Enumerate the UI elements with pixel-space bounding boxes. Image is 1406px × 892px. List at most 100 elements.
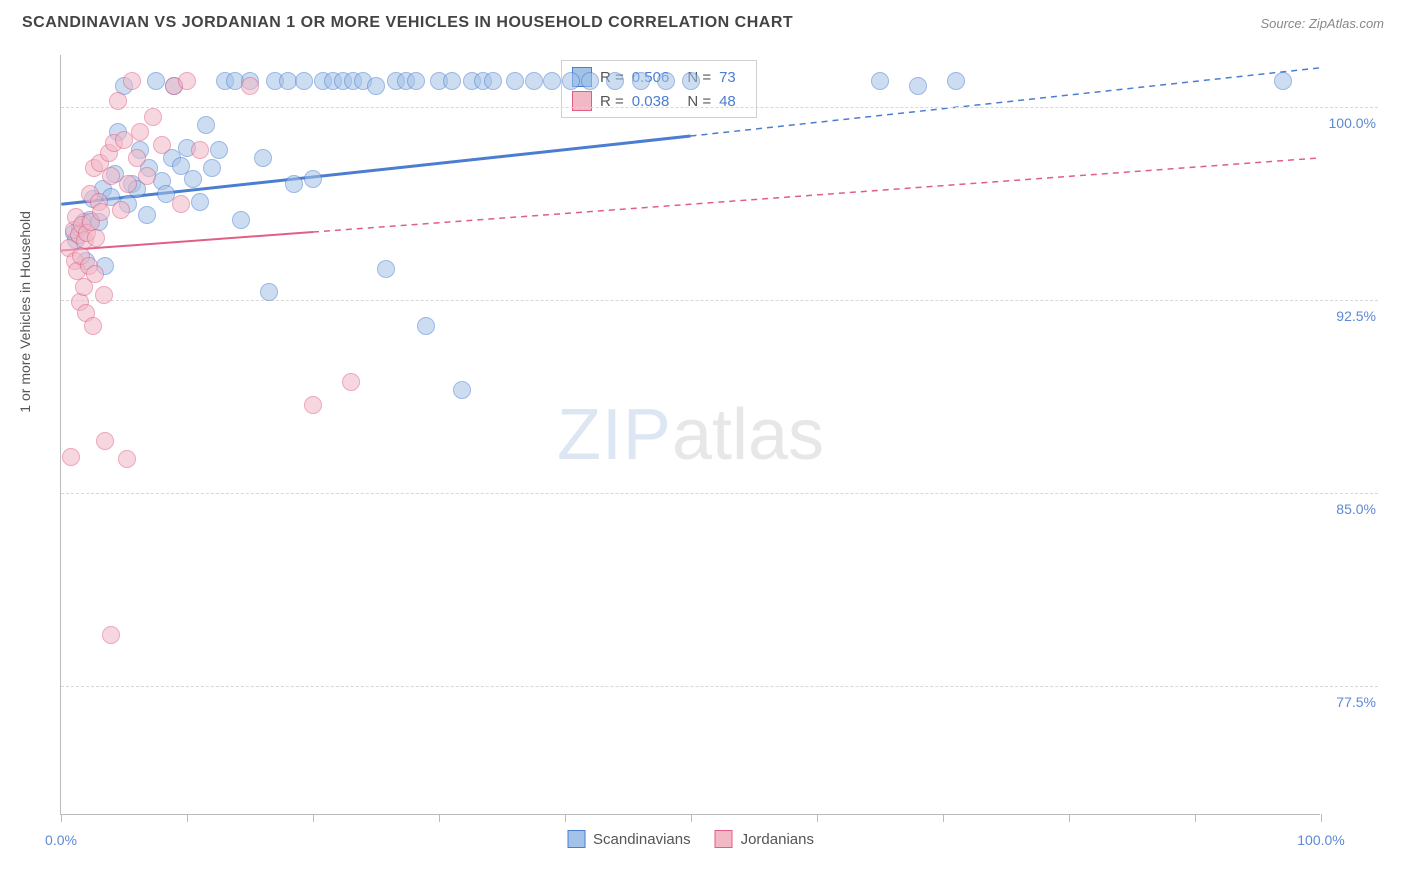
data-point — [191, 193, 209, 211]
trend-line-dashed — [313, 158, 1320, 232]
data-point — [254, 149, 272, 167]
data-point — [191, 141, 209, 159]
watermark-zip: ZIP — [557, 395, 672, 475]
data-point — [232, 211, 250, 229]
grid-line — [61, 493, 1378, 494]
legend-swatch-icon — [715, 830, 733, 848]
grid-line — [61, 300, 1378, 301]
legend-item: Jordanians — [715, 830, 814, 848]
data-point — [581, 72, 599, 90]
data-point — [1274, 72, 1292, 90]
watermark: ZIPatlas — [557, 394, 824, 476]
y-tick-label: 85.0% — [1322, 501, 1378, 517]
x-tick — [1069, 814, 1070, 822]
data-point — [562, 72, 580, 90]
correlation-chart: 1 or more Vehicles in Household ZIPatlas… — [60, 55, 1380, 835]
data-point — [285, 175, 303, 193]
trendlines-svg — [61, 55, 1320, 814]
data-point — [172, 195, 190, 213]
data-point — [95, 286, 113, 304]
trend-line-dashed — [691, 68, 1320, 136]
data-point — [115, 131, 133, 149]
data-point — [153, 136, 171, 154]
x-tick — [565, 814, 566, 822]
data-point — [417, 317, 435, 335]
watermark-atlas: atlas — [672, 395, 824, 475]
data-point — [144, 108, 162, 126]
data-point — [96, 432, 114, 450]
data-point — [118, 450, 136, 468]
data-point — [367, 77, 385, 95]
legend-n-value: 73 — [719, 69, 736, 86]
x-tick — [187, 814, 188, 822]
x-tick-label: 0.0% — [45, 832, 77, 848]
data-point — [342, 373, 360, 391]
data-point — [632, 72, 650, 90]
data-point — [279, 72, 297, 90]
data-point — [138, 206, 156, 224]
legend-series-label: Scandinavians — [593, 831, 691, 848]
x-tick — [313, 814, 314, 822]
x-tick-label: 100.0% — [1297, 832, 1344, 848]
data-point — [184, 170, 202, 188]
data-point — [112, 201, 130, 219]
data-point — [606, 72, 624, 90]
data-point — [909, 77, 927, 95]
data-point — [453, 381, 471, 399]
legend-item: Scandinavians — [567, 830, 691, 848]
data-point — [377, 260, 395, 278]
y-tick-label: 77.5% — [1322, 694, 1378, 710]
data-point — [131, 123, 149, 141]
data-point — [87, 229, 105, 247]
data-point — [260, 283, 278, 301]
data-point — [947, 72, 965, 90]
y-tick-label: 92.5% — [1322, 308, 1378, 324]
x-tick — [1195, 814, 1196, 822]
source-label: Source: ZipAtlas.com — [1260, 16, 1384, 31]
data-point — [102, 167, 120, 185]
data-point — [92, 203, 110, 221]
data-point — [443, 72, 461, 90]
x-tick — [817, 814, 818, 822]
data-point — [86, 265, 104, 283]
y-tick-label: 100.0% — [1322, 115, 1378, 131]
data-point — [407, 72, 425, 90]
data-point — [102, 626, 120, 644]
data-point — [119, 175, 137, 193]
data-point — [484, 72, 502, 90]
x-tick — [1321, 814, 1322, 822]
data-point — [304, 170, 322, 188]
data-point — [506, 72, 524, 90]
data-point — [657, 72, 675, 90]
data-point — [197, 116, 215, 134]
data-point — [203, 159, 221, 177]
x-tick — [943, 814, 944, 822]
data-point — [178, 72, 196, 90]
series-legend: Scandinavians Jordanians — [567, 830, 814, 848]
data-point — [84, 317, 102, 335]
data-point — [295, 72, 313, 90]
data-point — [543, 72, 561, 90]
legend-row: R =0.038N =48 — [572, 89, 746, 113]
x-tick — [691, 814, 692, 822]
page-title: SCANDINAVIAN VS JORDANIAN 1 OR MORE VEHI… — [22, 14, 793, 32]
y-axis-title: 1 or more Vehicles in Household — [17, 211, 33, 413]
plot-area: ZIPatlas R =0.506N =73R =0.038N =48 Scan… — [60, 55, 1320, 815]
data-point — [123, 72, 141, 90]
grid-line — [61, 107, 1378, 108]
data-point — [682, 72, 700, 90]
data-point — [241, 77, 259, 95]
data-point — [62, 448, 80, 466]
data-point — [147, 72, 165, 90]
data-point — [210, 141, 228, 159]
grid-line — [61, 686, 1378, 687]
legend-series-label: Jordanians — [741, 831, 814, 848]
data-point — [109, 92, 127, 110]
x-tick — [439, 814, 440, 822]
legend-swatch-icon — [572, 91, 592, 111]
data-point — [525, 72, 543, 90]
data-point — [304, 396, 322, 414]
x-tick — [61, 814, 62, 822]
legend-swatch-icon — [567, 830, 585, 848]
data-point — [138, 167, 156, 185]
